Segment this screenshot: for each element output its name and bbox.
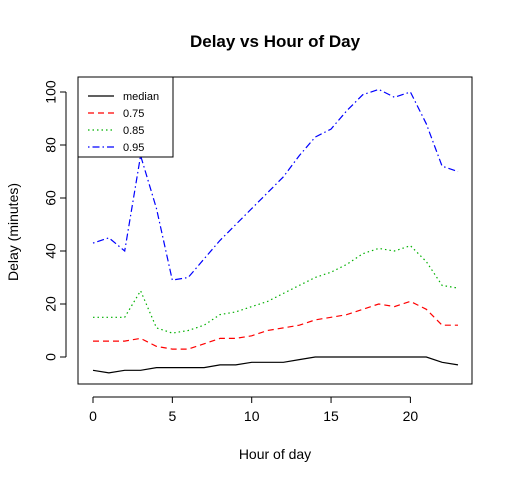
series-line-0-95 <box>92 88 459 281</box>
x-tick-label: 0 <box>89 408 97 424</box>
y-tick-label: 40 <box>43 243 59 259</box>
legend-box <box>77 76 174 158</box>
series-line-median <box>92 356 459 374</box>
x-tick-label: 5 <box>168 408 176 424</box>
series-line-0-85 <box>93 245 459 334</box>
y-tick-label: 0 <box>43 353 59 361</box>
plot-frame-border <box>77 76 473 385</box>
chart-title: Delay vs Hour of Day <box>190 32 361 51</box>
legend-label: 0.85 <box>123 125 144 137</box>
legend-label: median <box>123 91 159 103</box>
legend: median 0.75 0.85 0.95 <box>77 76 174 158</box>
y-tick-label: 20 <box>43 296 59 312</box>
y-axis-label: Delay (minutes) <box>5 183 21 281</box>
y-tick-label: 100 <box>43 80 59 104</box>
x-tick-label: 20 <box>403 408 419 424</box>
x-tick-label: 10 <box>244 408 260 424</box>
y-tick-label: 60 <box>43 190 59 206</box>
plot-area <box>77 76 473 385</box>
legend-label: 0.95 <box>123 142 144 154</box>
x-tick-label: 15 <box>323 408 339 424</box>
x-axis: 0 5 10 15 20 <box>89 396 419 424</box>
legend-label: 0.75 <box>123 108 144 120</box>
series-lines <box>92 88 459 374</box>
x-axis-label: Hour of day <box>239 446 311 462</box>
series-line-0-75 <box>93 300 458 350</box>
y-tick-label: 80 <box>43 137 59 153</box>
y-axis: 0 20 40 60 80 100 <box>43 80 67 361</box>
